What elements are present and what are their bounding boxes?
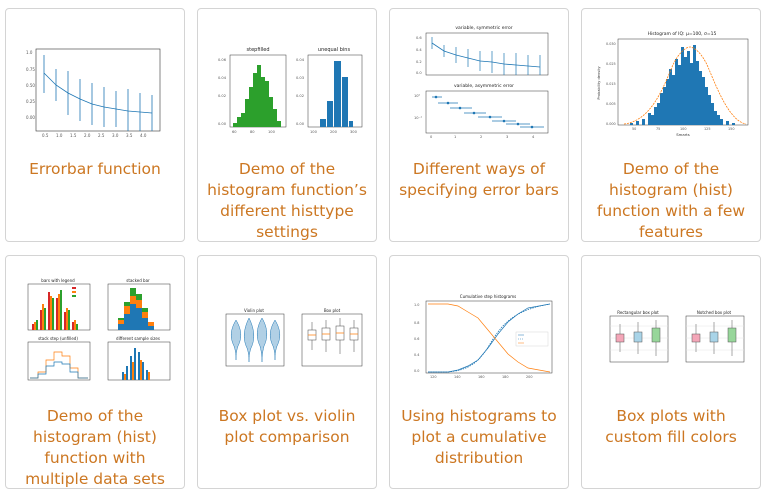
svg-text:0.03: 0.03	[296, 76, 304, 80]
chart-title: Cumulative step histograms	[460, 294, 516, 299]
x-axis-label: Smarts	[676, 132, 689, 137]
thumbnail-cumulative-hist: Cumulative step histograms 1.0 0.8 0.6 0.4 0…	[398, 268, 562, 386]
subplot-title-top: variable, symmetric error	[455, 25, 512, 31]
svg-text:140: 140	[454, 375, 460, 379]
svg-text:60: 60	[232, 130, 237, 134]
svg-text:0.4: 0.4	[414, 353, 419, 357]
svg-text:0.06: 0.06	[218, 58, 227, 62]
caption-link[interactable]: Demo of the histogram (hist) function wi…	[25, 407, 165, 488]
svg-text:0.0: 0.0	[416, 71, 422, 75]
subplot-title-bottom: variable, asymmetric error	[454, 83, 514, 89]
svg-text:0.00: 0.00	[218, 122, 227, 126]
svg-text:100: 100	[680, 127, 686, 131]
y-axis-label: Probability density	[597, 65, 601, 99]
svg-text:4.0: 4.0	[140, 133, 147, 138]
svg-text:1.0: 1.0	[56, 133, 63, 138]
svg-text:4: 4	[532, 135, 535, 139]
svg-text:0.025: 0.025	[606, 62, 616, 66]
svg-text:0.015: 0.015	[606, 82, 616, 86]
caption-link[interactable]: Box plot vs. violin plot comparison	[218, 407, 356, 446]
svg-text:0.005: 0.005	[606, 102, 616, 106]
svg-text:1: 1	[454, 135, 456, 139]
svg-text:300: 300	[350, 130, 358, 134]
thumbnail-iq-histogram: Histogram of IQ: μ=100, σ=15 Smarts Prob…	[590, 21, 754, 139]
svg-text:0.6: 0.6	[414, 337, 419, 341]
svg-text:1.0: 1.0	[26, 50, 33, 55]
gallery-card-box-violin[interactable]: Violin plot Box plot Box plot vs. violin…	[197, 255, 377, 489]
subplot-title-3: stack step (unfilled)	[38, 336, 78, 341]
gallery-card-box-colors[interactable]: Rectangular box plot Notched box plot Bo…	[581, 255, 761, 489]
caption-link[interactable]: Box plots with custom fill colors	[605, 407, 737, 446]
svg-text:3: 3	[506, 135, 508, 139]
subplot-title-right: Notched box plot	[697, 310, 732, 315]
svg-text:125: 125	[704, 127, 710, 131]
chart-title: Histogram of IQ: μ=100, σ=15	[648, 31, 717, 37]
svg-text:150: 150	[728, 127, 734, 131]
svg-text:2.5: 2.5	[98, 133, 105, 138]
gallery-card-hist-features[interactable]: Histogram of IQ: μ=100, σ=15 Smarts Prob…	[581, 8, 761, 242]
svg-text:0.2: 0.2	[416, 60, 422, 64]
svg-text:75: 75	[656, 127, 660, 131]
svg-text:0.04: 0.04	[218, 76, 227, 80]
svg-text:10⁻¹: 10⁻¹	[414, 116, 422, 120]
thumbnail-histtype-plot: stepfilled unequal bins 0.06 0.04 0.02 0.00…	[206, 21, 370, 139]
svg-text:200: 200	[330, 130, 338, 134]
svg-text:0: 0	[430, 135, 433, 139]
svg-text:160: 160	[478, 375, 484, 379]
subplot-title-2: stacked bar	[126, 278, 150, 283]
subplot-title-right: unequal bins	[318, 47, 351, 53]
svg-text:0.02: 0.02	[296, 94, 304, 98]
gallery-card-histtype[interactable]: stepfilled unequal bins 0.06 0.04 0.02 0.00…	[197, 8, 377, 242]
caption-link[interactable]: Errorbar function	[29, 160, 161, 178]
svg-text:1.0: 1.0	[414, 303, 419, 307]
svg-text:200: 200	[526, 375, 532, 379]
svg-text:2: 2	[480, 135, 482, 139]
svg-text:0.00: 0.00	[296, 122, 305, 126]
caption-link[interactable]: Different ways of specifying error bars	[399, 160, 559, 199]
svg-text:0.00: 0.00	[26, 115, 35, 120]
svg-text:3.0: 3.0	[112, 133, 119, 138]
thumbnail-errorbar-variants: variable, symmetric error variable, asym…	[398, 21, 562, 139]
subplot-title-left: stepfilled	[247, 47, 270, 53]
subplot-title-left: Violin plot	[244, 308, 264, 313]
svg-text:1.5: 1.5	[70, 133, 77, 138]
svg-text:0.50: 0.50	[26, 83, 35, 88]
caption-link[interactable]: Demo of the histogram function’s differe…	[207, 160, 367, 241]
thumbnail-errorbar-plot: 1.0 0.75 0.50 0.25 0.00 0.5 1.0 1.5 2.0 2.5 3.0 3.…	[14, 21, 178, 139]
gallery-card-cumulative[interactable]: Cumulative step histograms 1.0 0.8 0.6 0.4 0…	[389, 255, 569, 489]
thumbnail-box-violin: Violin plot Box plot	[206, 268, 370, 386]
svg-text:0.02: 0.02	[218, 94, 226, 98]
svg-text:0.000: 0.000	[606, 122, 616, 126]
svg-text:0.25: 0.25	[26, 99, 35, 104]
svg-text:0.8: 0.8	[414, 321, 419, 325]
svg-text:0.4: 0.4	[416, 48, 422, 52]
svg-text:100: 100	[268, 130, 276, 134]
svg-text:80: 80	[250, 130, 255, 134]
subplot-title-left: Rectangular box plot	[617, 310, 659, 315]
subplot-title-1: bars with legend	[41, 278, 75, 283]
svg-text:180: 180	[502, 375, 508, 379]
svg-text:0.0: 0.0	[414, 369, 419, 373]
thumbnail-colored-boxplots: Rectangular box plot Notched box plot	[590, 268, 754, 386]
gallery-card-errorbars[interactable]: variable, symmetric error variable, asym…	[389, 8, 569, 242]
svg-text:100: 100	[310, 130, 318, 134]
subplot-title-4: different sample sizes	[116, 336, 160, 341]
svg-text:0.5: 0.5	[42, 133, 49, 138]
caption-link[interactable]: Using histograms to plot a cumulative di…	[401, 407, 557, 467]
svg-text:0.030: 0.030	[606, 42, 616, 46]
svg-text:0.75: 0.75	[26, 67, 35, 72]
subplot-title-right: Box plot	[324, 308, 341, 313]
caption-link[interactable]: Demo of the histogram (hist) function wi…	[596, 160, 746, 241]
gallery-card-errorbar[interactable]: 1.0 0.75 0.50 0.25 0.00 0.5 1.0 1.5 2.0 2.5 3.0 3.…	[5, 8, 185, 242]
svg-text:50: 50	[632, 127, 636, 131]
thumbnail-multi-histogram: bars with legend stacked bar stack step …	[14, 268, 178, 386]
svg-text:10⁰: 10⁰	[414, 94, 421, 98]
svg-text:120: 120	[430, 375, 436, 379]
svg-text:0.6: 0.6	[416, 36, 422, 40]
svg-text:2.0: 2.0	[84, 133, 91, 138]
svg-text:0.04: 0.04	[296, 58, 305, 62]
svg-text:3.5: 3.5	[126, 133, 133, 138]
gallery-card-hist-multi[interactable]: bars with legend stacked bar stack step …	[5, 255, 185, 489]
